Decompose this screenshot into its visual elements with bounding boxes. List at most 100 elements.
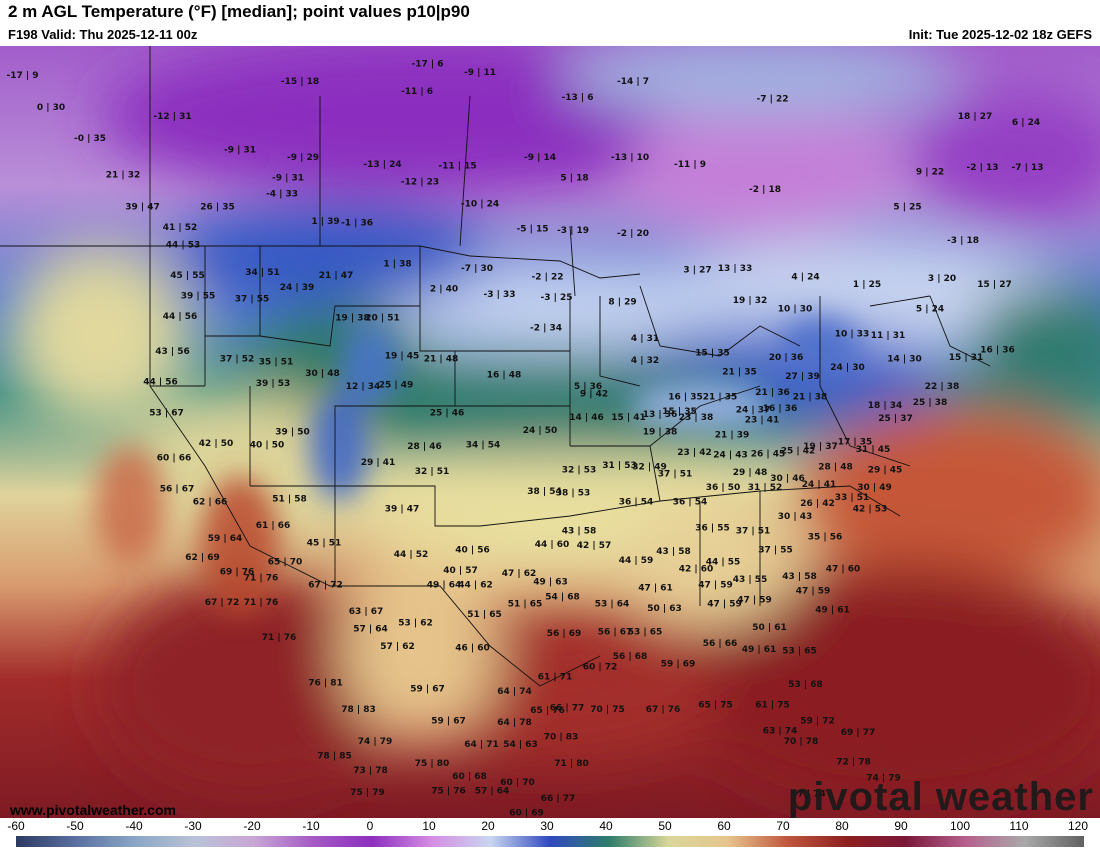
point-value: 15 | 27 [977,280,1012,290]
point-value: -2 | 34 [530,324,562,334]
point-value: -2 | 20 [617,229,649,239]
point-value: 76 | 81 [308,679,343,689]
point-value: 16 | 48 [487,370,522,380]
point-value: 70 | 78 [784,737,819,747]
point-value: -12 | 23 [401,178,439,188]
brand-logo: pivotal weather [787,775,1094,819]
point-value: 15 | 35 [695,349,730,359]
point-value: -3 | 18 [947,236,979,246]
border-line [929,295,991,367]
point-value: 44 | 60 [535,540,570,550]
point-value: 57 | 62 [380,642,415,652]
point-value: 43 | 55 [733,575,768,585]
point-value: 59 | 67 [431,716,466,726]
point-value: 20 | 51 [365,314,400,324]
border-line [819,385,911,467]
point-value: 31 | 53 [602,461,637,471]
point-value: 29 | 45 [868,465,903,475]
point-value: 24 | 37 [736,406,771,416]
point-value: 3 | 27 [683,265,711,275]
point-value: 47 | 59 [796,587,831,597]
point-value: -11 | 15 [438,162,476,172]
point-value: 46 | 60 [455,643,490,653]
point-value: 16 | 36 [763,404,798,414]
point-value: 60 | 66 [157,454,192,464]
point-value: 5 | 25 [893,203,921,213]
point-value: 24 | 50 [523,426,558,436]
point-value: 39 | 50 [275,427,310,437]
point-value: 29 | 41 [361,458,396,468]
point-value: 23 | 41 [745,416,780,426]
point-value: 6 | 24 [1012,118,1040,128]
point-value: 71 | 76 [262,633,297,643]
point-value: 24 | 30 [830,363,865,373]
point-value: 66 | 77 [550,703,585,713]
point-value: 20 | 36 [769,353,804,363]
point-value: -9 | 14 [524,153,556,163]
color-scale-tick: 20 [481,819,495,833]
point-value: 67 | 72 [308,581,343,591]
point-value: 50 | 61 [752,623,787,633]
point-value: -14 | 7 [617,77,649,87]
valid-time: F198 Valid: Thu 2025-12-11 00z [8,27,198,42]
point-value: 41 | 52 [163,223,198,233]
point-value: 59 | 67 [410,684,445,694]
point-value: -4 | 33 [266,189,298,199]
border-line [334,405,455,486]
point-value: 47 | 59 [698,581,733,591]
point-value: 21 | 48 [424,354,459,364]
point-value: 1 | 25 [853,280,881,290]
point-value: 42 | 53 [853,505,888,515]
point-value: 44 | 62 [458,581,493,591]
point-value: 24 | 41 [802,480,837,490]
point-value: 64 | 78 [497,718,532,728]
point-value: 43 | 58 [782,572,817,582]
point-value: 47 | 59 [737,595,772,605]
point-value: 65 | 75 [698,700,733,710]
point-value: 43 | 58 [562,527,597,537]
point-value: 75 | 80 [415,759,450,769]
point-value: -7 | 13 [1011,163,1043,173]
color-scale-ticks: -60 -50 -40 -30 -20 -10 0 10 20 30 40 50 60 70 80 90 100… [0,819,1100,833]
point-value: 66 | 77 [541,794,576,804]
point-value: 56 | 66 [703,639,738,649]
point-value: -17 | 6 [411,59,443,69]
point-value: 61 | 71 [538,673,573,683]
point-value: 34 | 54 [466,441,501,451]
point-value: 56 | 67 [160,484,195,494]
point-value: 18 | 27 [958,112,993,122]
point-value: 11 | 31 [871,331,906,341]
color-scale-tick: 10 [422,819,436,833]
point-value: 62 | 66 [193,497,228,507]
point-value: -2 | 22 [531,273,563,283]
point-value: 21 | 38 [793,392,828,402]
point-value: 78 | 83 [341,705,376,715]
point-value: 69 | 77 [841,728,876,738]
point-value: 10 | 33 [835,330,870,340]
map-title: 2 m AGL Temperature (°F) [median]; point… [8,2,470,21]
border-line [259,305,420,347]
point-value: 75 | 76 [431,787,466,797]
point-value: 73 | 78 [353,766,388,776]
point-value: 36 | 54 [619,497,654,507]
point-value: 25 | 46 [430,408,465,418]
point-value: 24 | 43 [713,451,748,461]
temperature-map[interactable]: -17 | 9 0 | 30 -15 | 18 -17 | 6 -9 | 11 -11 |… [0,46,1100,818]
point-value: 53 | 65 [628,627,663,637]
point-value: 70 | 83 [544,733,579,743]
point-value: 44 | 56 [143,378,178,388]
point-value: 49 | 64 [427,581,462,591]
point-value: 53 | 67 [149,408,184,418]
point-value: -11 | 6 [401,87,433,97]
point-value: 19 | 32 [733,296,768,306]
point-value: 2 | 40 [430,284,458,294]
point-value: 14 | 46 [569,413,604,423]
point-value: 26 | 45 [751,449,786,459]
color-scale-tick: 70 [776,819,790,833]
point-value: 44 | 55 [706,557,741,567]
point-value: 31 | 45 [856,445,891,455]
point-value: 9 | 42 [580,389,608,399]
point-value: 47 | 59 [707,600,742,610]
point-value: 31 | 52 [748,483,783,493]
point-value: 53 | 68 [788,680,823,690]
